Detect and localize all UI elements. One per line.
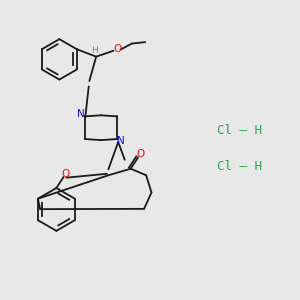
Text: Cl — H: Cl — H bbox=[217, 160, 262, 173]
Text: O: O bbox=[61, 169, 70, 179]
Text: O: O bbox=[137, 149, 145, 159]
Text: N: N bbox=[77, 109, 85, 119]
Text: O: O bbox=[113, 44, 122, 54]
Text: N: N bbox=[117, 136, 125, 146]
Text: Cl — H: Cl — H bbox=[217, 124, 262, 137]
Text: H: H bbox=[91, 46, 98, 55]
